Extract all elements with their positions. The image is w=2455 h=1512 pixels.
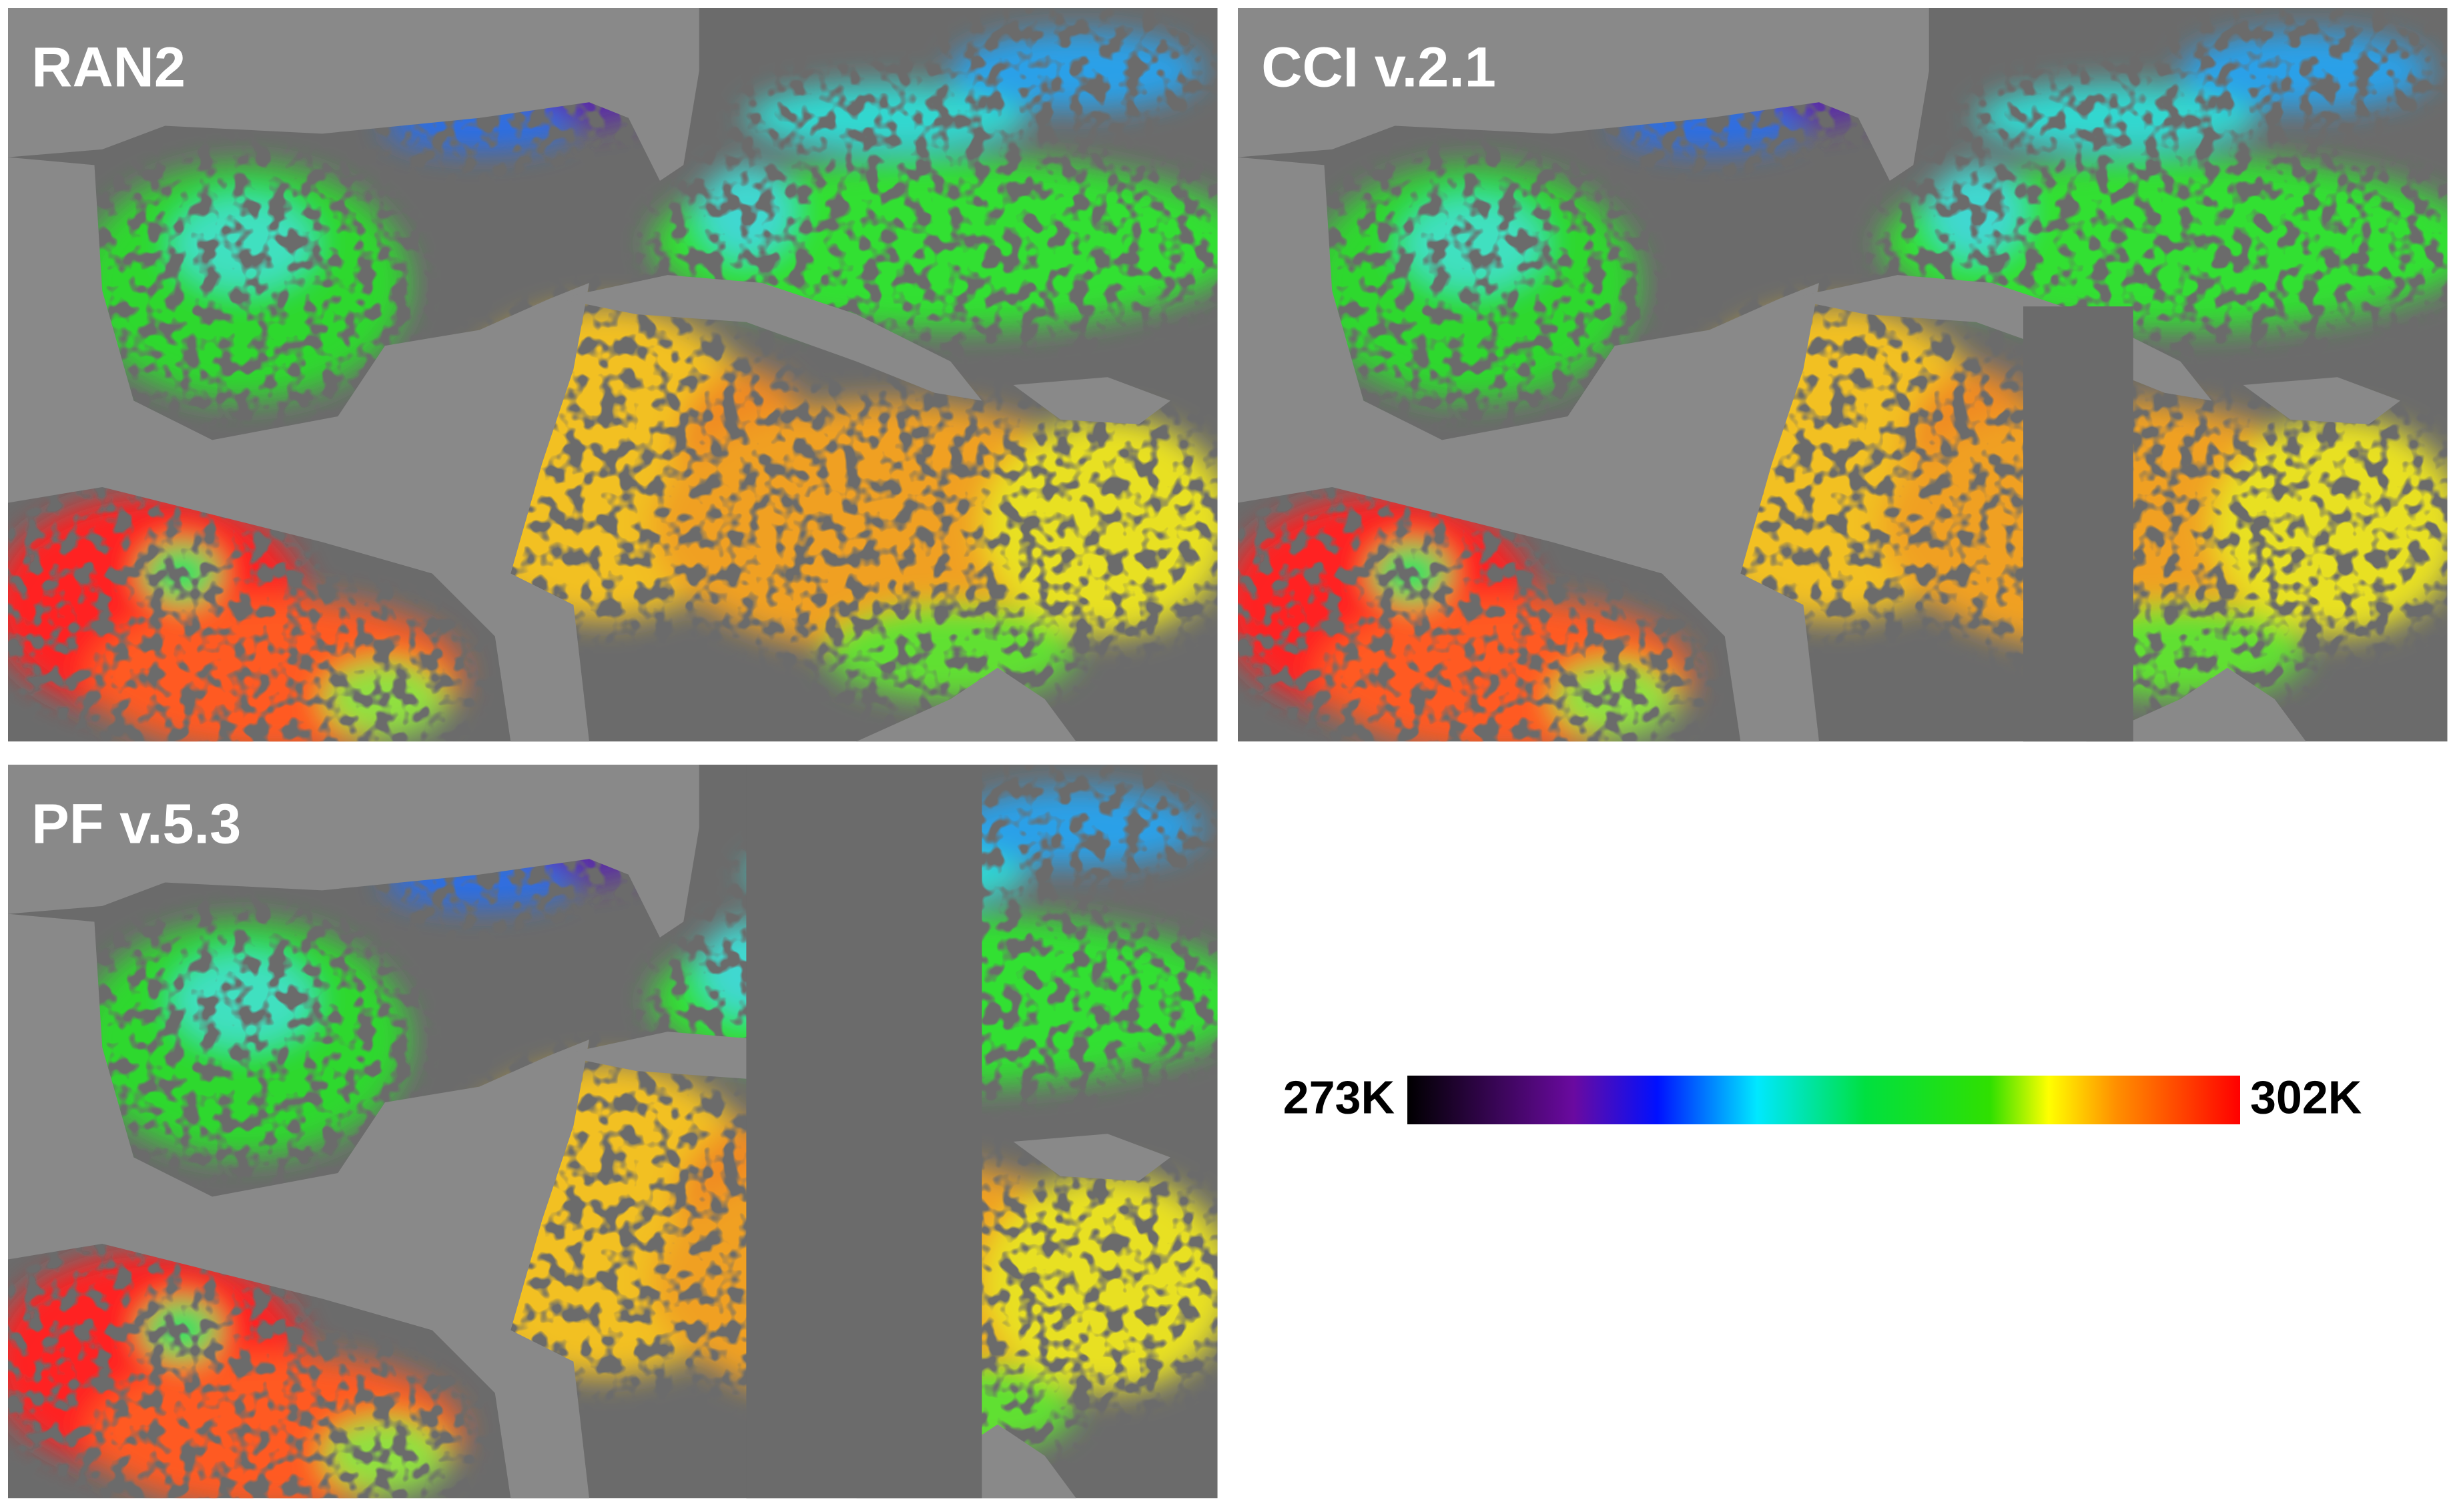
panel-title: CCI v.2.1: [1261, 35, 1496, 99]
panel: CCI v.2.1: [1222, 0, 2455, 754]
panel-title: PF v.5.3: [31, 792, 241, 855]
colorbar: 273K 302K: [1283, 1071, 2362, 1124]
panel: RAN2: [0, 0, 1249, 754]
colorbar-max-label: 302K: [2250, 1071, 2362, 1123]
colorbar-min-label: 273K: [1283, 1071, 1395, 1123]
colorbar-scale: [1407, 1076, 2240, 1124]
panel-title: RAN2: [31, 35, 186, 99]
panel: PF v.5.3: [0, 765, 1249, 1499]
